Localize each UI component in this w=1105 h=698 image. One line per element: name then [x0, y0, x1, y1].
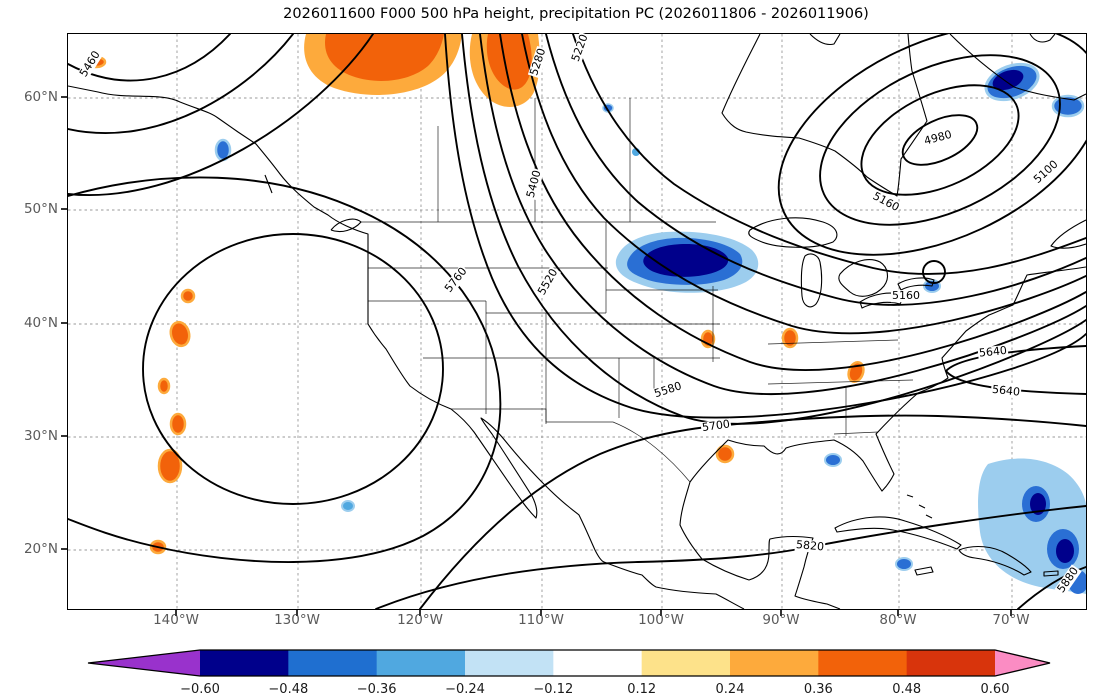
contour-lines — [68, 34, 1086, 609]
lat-tick-label: 30°N — [23, 428, 58, 444]
lat-tick-mark — [61, 322, 67, 324]
contour-label: 5820 — [794, 538, 826, 554]
colorbar: −0.60 −0.48 −0.36 −0.24 −0.12 0.12 0.24 0.36 0.4… — [0, 646, 1105, 698]
colorbar-right-arrow — [995, 650, 1050, 676]
colorbar-tick-label: −0.48 — [268, 682, 308, 697]
figure-title: 2026011600 F000 500 hPa height, precipit… — [283, 6, 869, 22]
contour-label: 5160 — [891, 289, 921, 303]
colorbar-outline — [87, 649, 1051, 677]
lon-tick-label: 130°W — [274, 612, 320, 628]
colorbar-segment — [906, 650, 996, 676]
lon-tick-mark — [419, 609, 421, 616]
colorbar-tick-label: 0.12 — [627, 682, 656, 697]
contour-label: 5640 — [990, 382, 1022, 399]
lon-tick-mark — [540, 609, 542, 616]
precip-shading — [85, 34, 1086, 594]
lon-tick-mark — [175, 609, 177, 616]
colorbar-tick-label: 0.36 — [804, 682, 833, 697]
colorbar-segment — [465, 650, 554, 676]
colorbar-segment — [553, 650, 643, 676]
lat-tick-label: 60°N — [23, 89, 58, 105]
lon-tick-mark — [660, 609, 662, 616]
lat-tick-mark — [61, 548, 67, 550]
colorbar-tick-label: −0.60 — [180, 682, 220, 697]
lat-tick-mark — [61, 96, 67, 98]
map-canvas — [68, 34, 1086, 609]
colorbar-segment — [641, 650, 731, 676]
lon-tick-label: 70°W — [992, 612, 1030, 628]
colorbar-segment — [288, 650, 378, 676]
contour-label: 5640 — [977, 343, 1009, 360]
colorbar-segment — [200, 650, 289, 676]
colorbar-segment — [818, 650, 908, 676]
colorbar-svg: −0.60 −0.48 −0.36 −0.24 −0.12 0.12 0.24 0.36 0.4… — [87, 649, 1051, 697]
lon-tick-mark — [897, 609, 899, 616]
lat-tick-mark — [61, 208, 67, 210]
lat-tick-label: 40°N — [23, 315, 58, 331]
colorbar-tick-label: 0.60 — [981, 682, 1010, 697]
lon-tick-label: 90°W — [762, 612, 800, 628]
colorbar-segment — [376, 650, 466, 676]
lat-tick-label: 20°N — [23, 541, 58, 557]
lon-tick-label: 120°W — [397, 612, 443, 628]
colorbar-tick-label: −0.36 — [357, 682, 397, 697]
colorbar-tick-label: 0.48 — [892, 682, 921, 697]
lat-tick-label: 50°N — [23, 201, 58, 217]
lat-tick-mark — [61, 435, 67, 437]
colorbar-left-arrow — [88, 650, 200, 676]
colorbar-segment — [730, 650, 819, 676]
lon-tick-label: 140°W — [153, 612, 199, 628]
lon-tick-label: 110°W — [518, 612, 564, 628]
lon-tick-mark — [296, 609, 298, 616]
colorbar-tick-label: 0.24 — [716, 682, 745, 697]
colorbar-tick-label: −0.24 — [445, 682, 485, 697]
lon-tick-mark — [780, 609, 782, 616]
lon-tick-label: 80°W — [879, 612, 917, 628]
colorbar-tick-label: −0.12 — [533, 682, 573, 697]
lon-tick-mark — [1010, 609, 1012, 616]
map-plot-area: 5460 5220 5280 5400 5520 5580 5700 5760 4980 5100… — [67, 31, 1087, 610]
lon-tick-label: 100°W — [638, 612, 684, 628]
